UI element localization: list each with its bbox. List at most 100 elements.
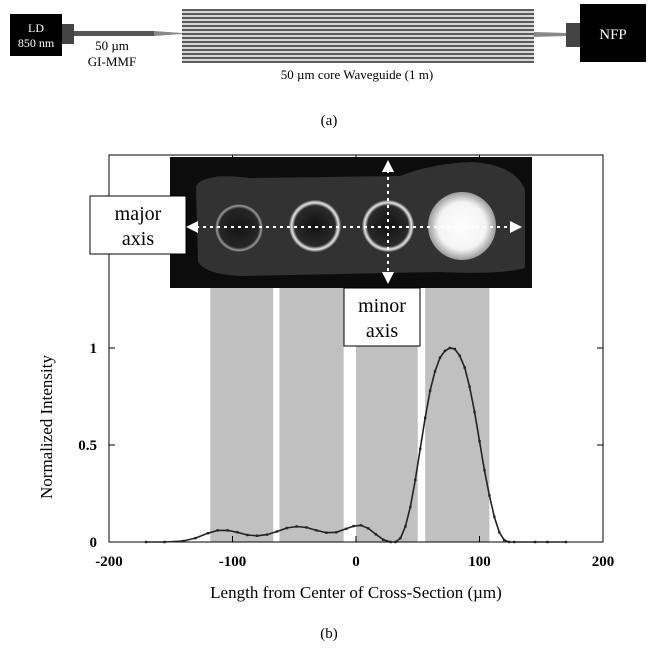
waveguide-stripe	[182, 9, 534, 11]
waveguide-stripe	[182, 41, 534, 43]
data-point	[503, 538, 506, 542]
data-point	[315, 529, 318, 532]
data-point	[546, 540, 549, 544]
data-point	[352, 524, 355, 528]
x-tick-label: 0	[352, 554, 360, 570]
data-point	[478, 439, 481, 443]
data-point	[448, 346, 452, 350]
data-point	[325, 531, 328, 534]
core-bands	[210, 288, 490, 542]
minor-axis-label-line1: minor	[358, 295, 406, 317]
data-point	[507, 540, 511, 544]
data-point	[443, 349, 447, 353]
data-point	[404, 525, 407, 528]
minor-axis-arrowhead-bottom	[382, 272, 394, 284]
data-point	[389, 540, 392, 544]
data-point	[483, 469, 486, 472]
data-point	[144, 540, 148, 544]
data-point	[414, 478, 417, 482]
data-point	[438, 356, 442, 359]
x-tick-label: 100	[468, 554, 491, 570]
data-point	[285, 526, 289, 530]
data-point	[468, 385, 471, 388]
waveguide-stripe	[182, 45, 534, 47]
setup-diagram: LD 850 nm 50 µm GI-MMF 50 µm core Wavegu…	[10, 4, 646, 129]
intensity-chart: -200 -100 0 100 200 0 0.5 1 major axis minor ax…	[37, 154, 614, 602]
axis-ticks: -200 -100 0 100 200 0 0.5 1	[78, 155, 614, 570]
data-point	[394, 540, 397, 544]
data-point	[374, 533, 377, 536]
data-point	[344, 527, 348, 531]
data-point	[399, 536, 402, 540]
y-axis-title: Normalized Intensity	[37, 355, 56, 499]
major-axis-label-line2: axis	[122, 228, 154, 250]
core-band-1	[210, 288, 274, 542]
data-point	[473, 410, 476, 414]
major-axis-arrowhead-right	[510, 221, 522, 233]
x-tick-label: 200	[592, 554, 615, 570]
data-point	[453, 347, 456, 351]
gi-mmf-fiber	[74, 31, 154, 36]
nfp-camera-box	[580, 4, 646, 62]
data-point	[433, 370, 437, 373]
waveguide-stripe	[182, 33, 534, 35]
data-point	[206, 532, 209, 535]
laser-diode-box	[10, 14, 62, 56]
nfp-label: NFP	[599, 27, 627, 43]
data-point	[216, 529, 219, 532]
data-point	[498, 531, 501, 534]
laser-diode-connector	[62, 24, 74, 44]
data-point	[236, 531, 239, 534]
x-tick-label: -200	[95, 554, 123, 570]
data-point	[295, 525, 298, 528]
output-fiber-taper	[534, 32, 566, 37]
data-point	[463, 366, 466, 369]
minor-axis-label-box	[343, 287, 421, 347]
data-point	[226, 529, 229, 532]
x-tick-label: -100	[219, 554, 247, 570]
data-point	[265, 533, 269, 536]
data-point	[181, 539, 185, 543]
x-axis-title: Length from Center of Cross-Section (µm)	[210, 583, 502, 602]
waveguide-stripe	[182, 49, 534, 51]
waveguide	[182, 9, 534, 63]
waveguide-stripe	[182, 21, 534, 23]
fiber-taper	[154, 31, 182, 36]
waveguide-stripe	[182, 61, 534, 63]
data-point	[381, 538, 385, 541]
data-point	[359, 524, 363, 527]
data-point	[275, 530, 279, 533]
near-field-image	[170, 157, 532, 288]
caption-a: (a)	[321, 113, 338, 129]
major-axis-arrowhead-left	[186, 221, 198, 233]
data-point	[533, 540, 537, 544]
minor-axis-arrowhead-top	[382, 160, 394, 172]
data-point	[488, 494, 491, 497]
core-band-4	[425, 288, 490, 542]
y-tick-label: 0.5	[78, 438, 97, 454]
waveguide-label: 50 µm core Waveguide (1 m)	[281, 67, 433, 82]
minor-axis-label-line2: axis	[366, 320, 398, 342]
caption-b: (b)	[320, 626, 338, 642]
data-point	[423, 416, 427, 420]
waveguide-stripe	[182, 29, 534, 31]
waveguide-stripe	[182, 37, 534, 39]
waveguide-stripe	[182, 57, 534, 59]
data-point	[419, 447, 422, 451]
fiber-core-label: 50 µm	[95, 38, 129, 53]
core-band-2	[279, 288, 344, 542]
ld-label: LD	[28, 21, 44, 35]
data-point	[512, 540, 516, 544]
waveguide-stripe	[182, 13, 534, 15]
data-point	[335, 531, 338, 534]
data-point	[493, 515, 496, 518]
ld-wavelength-label: 850 nm	[18, 36, 55, 50]
waveguide-stripe	[182, 25, 534, 27]
data-point	[367, 527, 370, 530]
major-axis-label-box	[89, 195, 187, 255]
data-point	[409, 505, 412, 509]
waveguide-stripe	[182, 53, 534, 55]
curve-markers	[144, 346, 568, 544]
fiber-type-label: GI-MMF	[88, 54, 136, 69]
